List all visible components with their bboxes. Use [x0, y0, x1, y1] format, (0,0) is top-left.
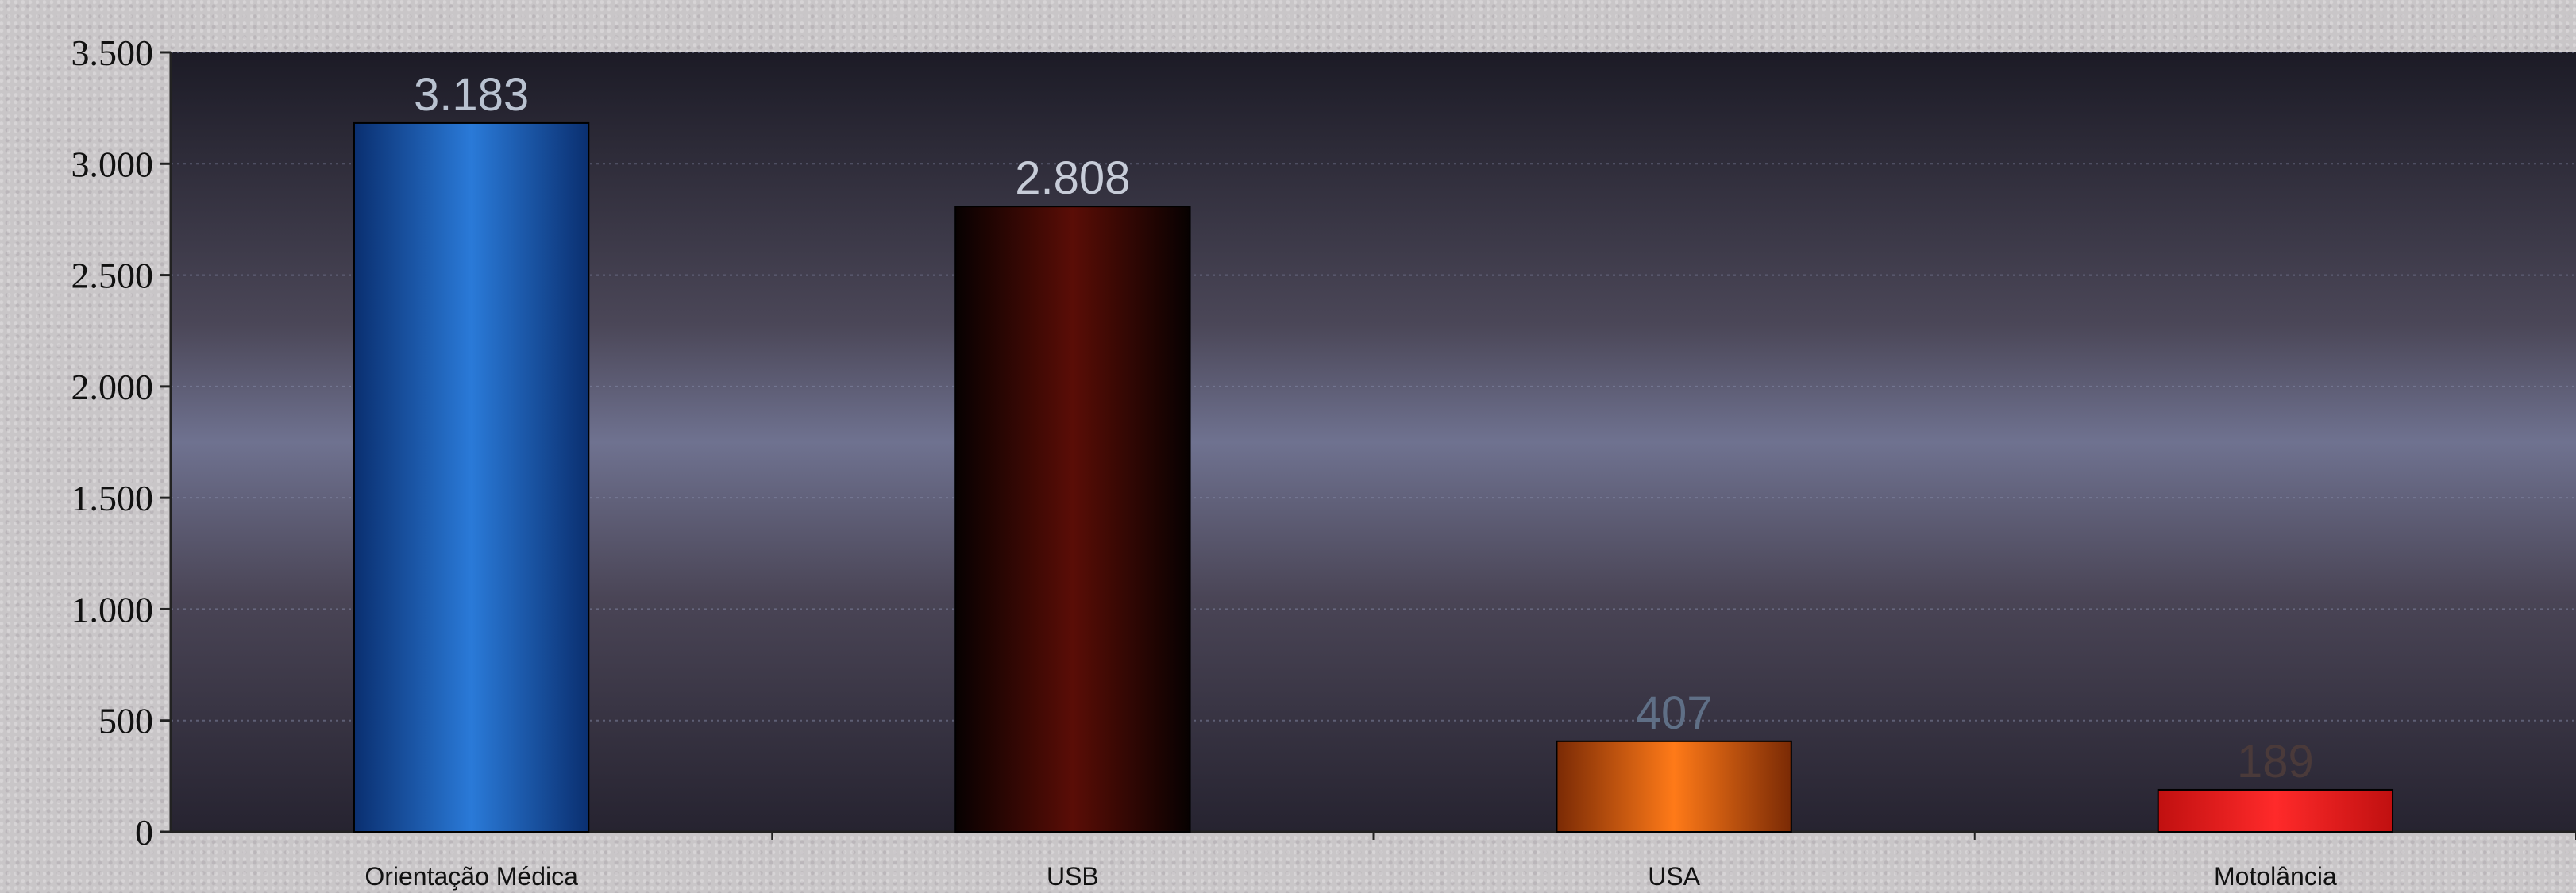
y-tick-label: 3.500	[71, 33, 154, 73]
y-tick-label: 500	[98, 701, 153, 741]
y-tick-label: 3.000	[71, 144, 154, 184]
bar	[954, 206, 1191, 833]
data-label: 189	[2237, 736, 2314, 787]
data-label: 3.183	[414, 69, 529, 121]
x-tick-label: Motolância	[2214, 862, 2337, 891]
bar	[1556, 740, 1792, 833]
data-labels: 3.183 2.808 407 189	[414, 69, 2314, 787]
y-axis-ticks: 0 500 1.000 1.500 2.000 2.500 3.000 3.500	[71, 33, 171, 853]
y-tick-label: 1.000	[71, 589, 154, 629]
y-tick-label: 1.500	[71, 478, 154, 518]
bars	[353, 121, 2394, 833]
x-tick-label: USB	[1047, 862, 1099, 891]
data-label: 407	[1636, 687, 1713, 739]
x-axis-ticks: Orientação Médica USB USA Motolância	[364, 832, 2576, 891]
bar	[2157, 788, 2394, 833]
y-tick-label: 2.500	[71, 256, 154, 296]
data-label: 2.808	[1015, 152, 1130, 204]
y-tick-label: 0	[135, 812, 153, 853]
x-tick-label: Orientação Médica	[364, 862, 578, 891]
y-tick-label: 2.000	[71, 367, 154, 407]
bar	[353, 121, 590, 833]
x-tick-label: USA	[1648, 862, 1700, 891]
